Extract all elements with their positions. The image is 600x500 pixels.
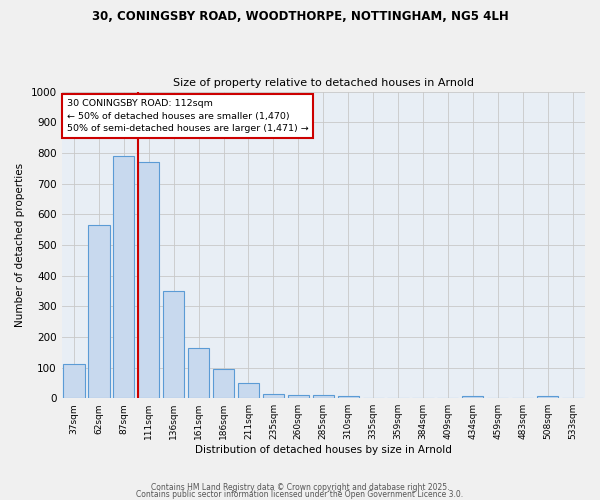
Bar xyxy=(64,364,85,398)
Y-axis label: Number of detached properties: Number of detached properties xyxy=(15,163,25,327)
Bar xyxy=(238,383,259,398)
Text: Contains public sector information licensed under the Open Government Licence 3.: Contains public sector information licen… xyxy=(136,490,464,499)
Text: 30, CONINGSBY ROAD, WOODTHORPE, NOTTINGHAM, NG5 4LH: 30, CONINGSBY ROAD, WOODTHORPE, NOTTINGH… xyxy=(92,10,508,23)
X-axis label: Distribution of detached houses by size in Arnold: Distribution of detached houses by size … xyxy=(195,445,452,455)
Bar xyxy=(288,394,309,398)
Text: Contains HM Land Registry data © Crown copyright and database right 2025.: Contains HM Land Registry data © Crown c… xyxy=(151,484,449,492)
Title: Size of property relative to detached houses in Arnold: Size of property relative to detached ho… xyxy=(173,78,474,88)
Bar xyxy=(462,396,484,398)
Bar xyxy=(113,156,134,398)
Bar xyxy=(537,396,558,398)
Text: 30 CONINGSBY ROAD: 112sqm
← 50% of detached houses are smaller (1,470)
50% of se: 30 CONINGSBY ROAD: 112sqm ← 50% of detac… xyxy=(67,99,308,133)
Bar xyxy=(138,162,160,398)
Bar xyxy=(213,369,234,398)
Bar xyxy=(88,225,110,398)
Bar xyxy=(163,291,184,398)
Bar xyxy=(313,394,334,398)
Bar xyxy=(338,396,359,398)
Bar xyxy=(188,348,209,398)
Bar xyxy=(263,394,284,398)
